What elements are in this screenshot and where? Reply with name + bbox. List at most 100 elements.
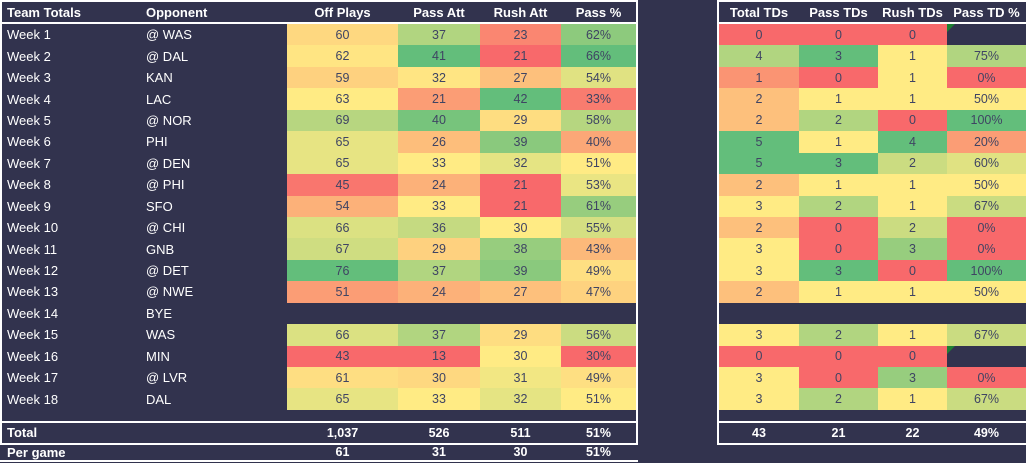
opponent-cell[interactable]: PHI (146, 134, 168, 150)
pass-td-pct-cell[interactable]: 50% (947, 174, 1026, 196)
pass-tds-cell[interactable]: 0 (799, 345, 878, 367)
pass-pct-cell[interactable]: 51% (561, 152, 636, 175)
pass-tds-cell[interactable]: 3 (799, 45, 878, 67)
opponent-cell[interactable]: MIN (146, 348, 170, 364)
per-game-off-plays[interactable]: 61 (335, 445, 350, 460)
pass-att-cell[interactable]: 21 (398, 88, 480, 110)
week-label[interactable]: Week 7 (7, 155, 51, 171)
pass-tds-cell[interactable]: 1 (799, 131, 878, 153)
off-plays-cell[interactable]: 61 (287, 367, 398, 389)
opponent-cell[interactable]: @ DEN (146, 155, 191, 171)
pass-tds-cell[interactable]: 1 (799, 88, 878, 110)
pass-pct-cell[interactable]: 49% (561, 367, 636, 389)
week-label[interactable]: Week 6 (7, 134, 51, 150)
pass-att-cell[interactable]: 13 (398, 345, 480, 367)
week-label[interactable]: Week 13 (7, 284, 59, 300)
rush-tds-cell[interactable]: 1 (878, 388, 947, 410)
pass-td-pct-cell[interactable]: 50% (947, 88, 1026, 110)
pass-td-pct-cell[interactable]: 0% (947, 238, 1026, 260)
total-total-tds[interactable]: 43 (752, 425, 766, 440)
total-tds-cell[interactable]: 2 (719, 109, 799, 132)
off-plays-cell[interactable]: 65 (287, 131, 398, 153)
rush-att-cell[interactable]: 30 (480, 216, 561, 239)
rush-tds-cell[interactable]: 1 (878, 174, 947, 196)
pass-tds-cell[interactable]: 2 (799, 109, 878, 132)
pass-pct-cell[interactable]: 53% (561, 174, 636, 196)
pass-tds-cell[interactable] (799, 303, 878, 324)
pass-att-cell[interactable]: 40 (398, 109, 480, 132)
pass-pct-cell[interactable]: 40% (561, 131, 636, 153)
off-plays-cell[interactable]: 63 (287, 88, 398, 110)
week-label[interactable]: Week 11 (7, 241, 58, 257)
pass-td-pct-cell[interactable] (947, 345, 1026, 367)
pass-pct-cell[interactable]: 49% (561, 259, 636, 282)
header-opponent[interactable]: Opponent (146, 4, 208, 20)
pass-tds-cell[interactable]: 1 (799, 281, 878, 303)
pass-tds-cell[interactable]: 3 (799, 152, 878, 175)
opponent-cell[interactable]: @ CHI (146, 220, 186, 236)
rush-tds-cell[interactable]: 3 (878, 367, 947, 389)
header-team-totals[interactable]: Team Totals (7, 4, 81, 20)
rush-tds-cell[interactable]: 1 (878, 66, 947, 89)
pass-att-cell[interactable]: 33 (398, 152, 480, 175)
pass-pct-cell[interactable]: 30% (561, 345, 636, 367)
pass-td-pct-cell[interactable]: 60% (947, 152, 1026, 175)
off-plays-cell[interactable]: 43 (287, 345, 398, 367)
pass-tds-cell[interactable]: 1 (799, 174, 878, 196)
total-tds-cell[interactable]: 3 (719, 238, 799, 260)
opponent-cell[interactable]: @ LVR (146, 370, 188, 386)
total-off-plays[interactable]: 1,037 (326, 425, 359, 440)
pass-pct-cell[interactable]: 66% (561, 45, 636, 67)
total-label[interactable]: Total (7, 425, 38, 441)
pass-pct-cell[interactable] (561, 303, 636, 324)
header-total-tds[interactable]: Total TDs (729, 4, 789, 20)
pass-pct-cell[interactable]: 51% (561, 388, 636, 410)
pass-att-cell[interactable]: 37 (398, 324, 480, 346)
off-plays-cell[interactable]: 65 (287, 388, 398, 410)
pass-att-cell[interactable]: 37 (398, 259, 480, 282)
opponent-cell[interactable]: WAS (146, 327, 176, 343)
off-plays-cell[interactable]: 65 (287, 152, 398, 175)
opponent-cell[interactable]: @ NOR (146, 112, 192, 128)
total-pass-pct[interactable]: 51% (585, 425, 612, 440)
rush-att-cell[interactable]: 27 (480, 281, 561, 303)
rush-att-cell[interactable]: 32 (480, 152, 561, 175)
opponent-cell[interactable]: GNB (146, 241, 175, 257)
opponent-cell[interactable]: SFO (146, 198, 173, 214)
rush-att-cell[interactable]: 29 (480, 109, 561, 132)
per-game-pass-att[interactable]: 31 (432, 445, 446, 460)
header-pass-td-pct[interactable]: Pass TD % (953, 4, 1020, 20)
pass-att-cell[interactable] (398, 303, 480, 324)
pass-td-pct-cell[interactable]: 0% (947, 66, 1026, 89)
off-plays-cell[interactable] (287, 303, 398, 324)
total-tds-cell[interactable]: 0 (719, 24, 799, 46)
header-pass-pct[interactable]: Pass % (575, 4, 622, 20)
opponent-cell[interactable]: @ NWE (146, 284, 194, 300)
week-label[interactable]: Week 1 (7, 27, 51, 43)
week-label[interactable]: Week 4 (7, 91, 51, 107)
pass-tds-cell[interactable]: 2 (799, 324, 878, 346)
pass-td-pct-cell[interactable]: 67% (947, 324, 1026, 346)
header-pass-tds[interactable]: Pass TDs (809, 4, 868, 20)
rush-tds-cell[interactable]: 4 (878, 131, 947, 153)
pass-tds-cell[interactable]: 3 (799, 259, 878, 282)
header-rush-att[interactable]: Rush Att (493, 4, 548, 20)
pass-tds-cell[interactable]: 0 (799, 24, 878, 46)
pass-pct-cell[interactable]: 54% (561, 66, 636, 89)
pass-tds-cell[interactable]: 0 (799, 216, 878, 239)
pass-td-pct-cell[interactable]: 75% (947, 45, 1026, 67)
total-tds-cell[interactable]: 3 (719, 388, 799, 410)
opponent-cell[interactable]: @ DAL (146, 48, 189, 64)
pass-att-cell[interactable]: 24 (398, 174, 480, 196)
rush-tds-cell[interactable]: 2 (878, 216, 947, 239)
pass-tds-cell[interactable]: 2 (799, 195, 878, 217)
week-label[interactable]: Week 12 (7, 263, 59, 279)
rush-att-cell[interactable] (480, 303, 561, 324)
off-plays-cell[interactable]: 51 (287, 281, 398, 303)
week-label[interactable]: Week 2 (7, 48, 51, 64)
total-tds-cell[interactable]: 4 (719, 45, 799, 67)
week-label[interactable]: Week 9 (7, 198, 51, 214)
pass-pct-cell[interactable]: 56% (561, 324, 636, 346)
pass-att-cell[interactable]: 33 (398, 388, 480, 410)
rush-att-cell[interactable]: 29 (480, 324, 561, 346)
